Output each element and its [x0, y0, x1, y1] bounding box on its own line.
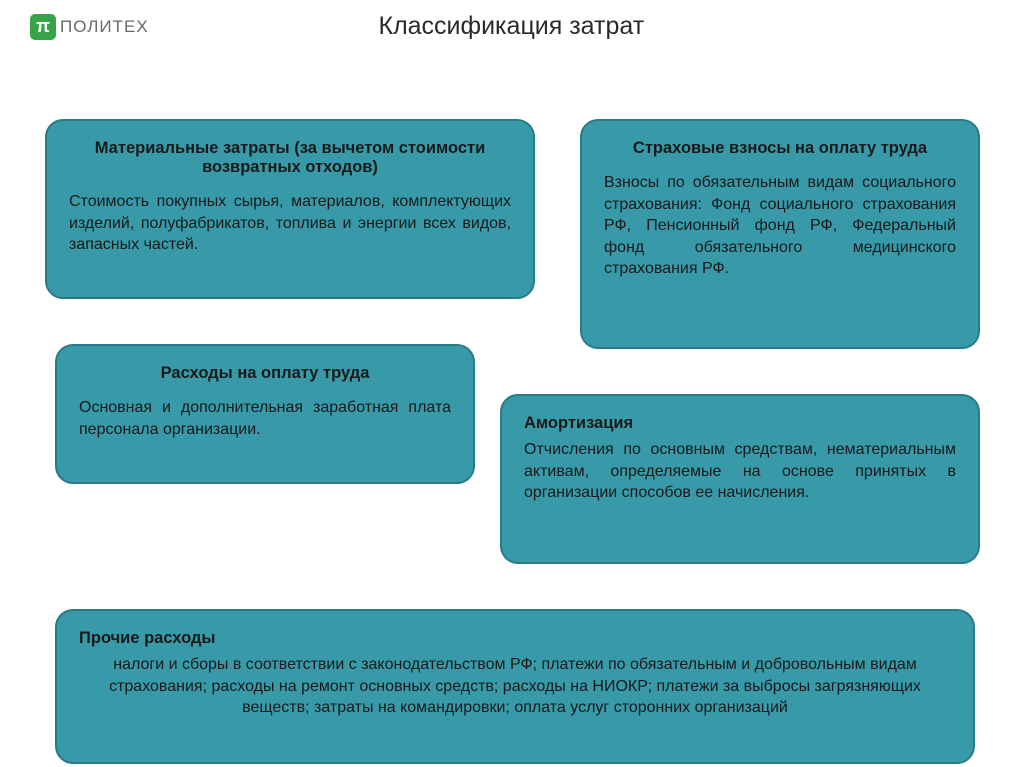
content-area: Материальные затраты (за вычетом стоимос… [0, 49, 1024, 64]
box-other-body: налоги и сборы в соответствии с законода… [79, 654, 951, 719]
box-labor-costs: Расходы на оплату труда Основная и допол… [55, 344, 475, 484]
header: π ПОЛИТЕХ Классификация затрат [0, 0, 1024, 49]
box-amortization-title: Амортизация [524, 414, 956, 433]
box-labor-body: Основная и дополнительная заработная пла… [79, 397, 451, 440]
box-material-costs: Материальные затраты (за вычетом стоимос… [45, 119, 535, 299]
box-material-body: Стоимость покупных сырья, материалов, ко… [69, 191, 511, 256]
box-amortization-body: Отчисления по основным средствам, немате… [524, 439, 956, 504]
box-other-title: Прочие расходы [79, 629, 951, 648]
box-other-expenses: Прочие расходы налоги и сборы в соответс… [55, 609, 975, 764]
page-title: Классификация затрат [29, 12, 994, 41]
box-insurance-body: Взносы по обязательным видам социального… [604, 172, 956, 280]
box-insurance-title: Страховые взносы на оплату труда [604, 139, 956, 158]
box-labor-title: Расходы на оплату труда [79, 364, 451, 383]
box-material-title: Материальные затраты (за вычетом стоимос… [69, 139, 511, 177]
box-insurance-contributions: Страховые взносы на оплату труда Взносы … [580, 119, 980, 349]
box-amortization: Амортизация Отчисления по основным средс… [500, 394, 980, 564]
